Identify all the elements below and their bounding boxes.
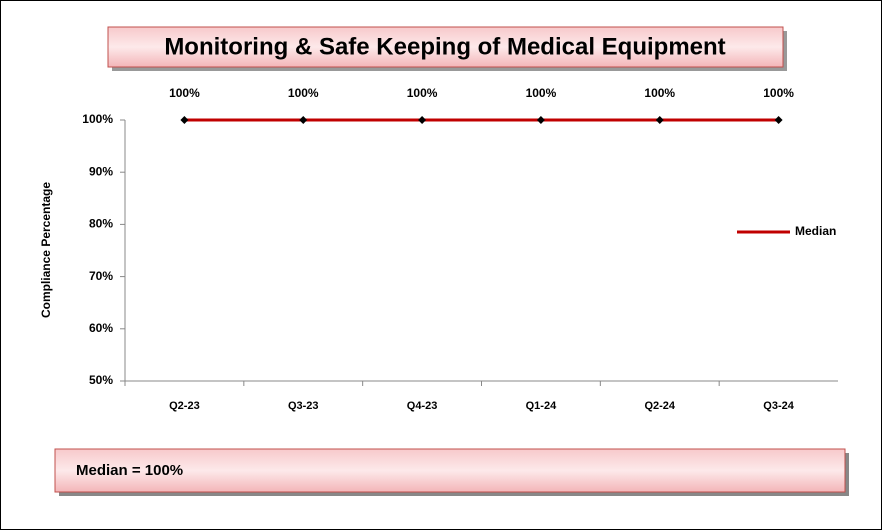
chart-title: Monitoring & Safe Keeping of Medical Equ… bbox=[164, 33, 725, 60]
marker bbox=[418, 116, 427, 124]
data-label: 100% bbox=[644, 86, 675, 100]
legend-label: Median bbox=[795, 224, 836, 238]
data-label: 100% bbox=[407, 86, 438, 100]
x-tick-label: Q3-23 bbox=[288, 400, 319, 412]
data-label: 100% bbox=[763, 86, 794, 100]
data-label: 100% bbox=[526, 86, 557, 100]
x-tick-label: Q2-24 bbox=[644, 400, 675, 412]
y-tick-label: 70% bbox=[89, 269, 113, 283]
marker bbox=[774, 116, 783, 124]
x-tick-label: Q2-23 bbox=[169, 400, 200, 412]
data-label: 100% bbox=[169, 86, 200, 100]
y-tick-label: 50% bbox=[89, 373, 113, 387]
annotation-box bbox=[54, 448, 846, 493]
y-tick-label: 60% bbox=[89, 321, 113, 335]
marker bbox=[299, 116, 308, 124]
y-tick-label: 90% bbox=[89, 164, 113, 178]
marker bbox=[655, 116, 664, 124]
x-tick-label: Q3-24 bbox=[763, 400, 794, 412]
annotation: Median = 100% bbox=[76, 462, 183, 479]
marker bbox=[180, 116, 189, 124]
marker bbox=[536, 116, 545, 124]
y-tick-label: 100% bbox=[82, 112, 113, 126]
x-tick-label: Q1-24 bbox=[526, 400, 557, 412]
title-box bbox=[107, 26, 784, 68]
y-axis-label: Compliance Percentage bbox=[39, 182, 53, 318]
data-label: 100% bbox=[288, 86, 319, 100]
y-tick-label: 80% bbox=[89, 217, 113, 231]
x-tick-label: Q4-23 bbox=[407, 400, 438, 412]
